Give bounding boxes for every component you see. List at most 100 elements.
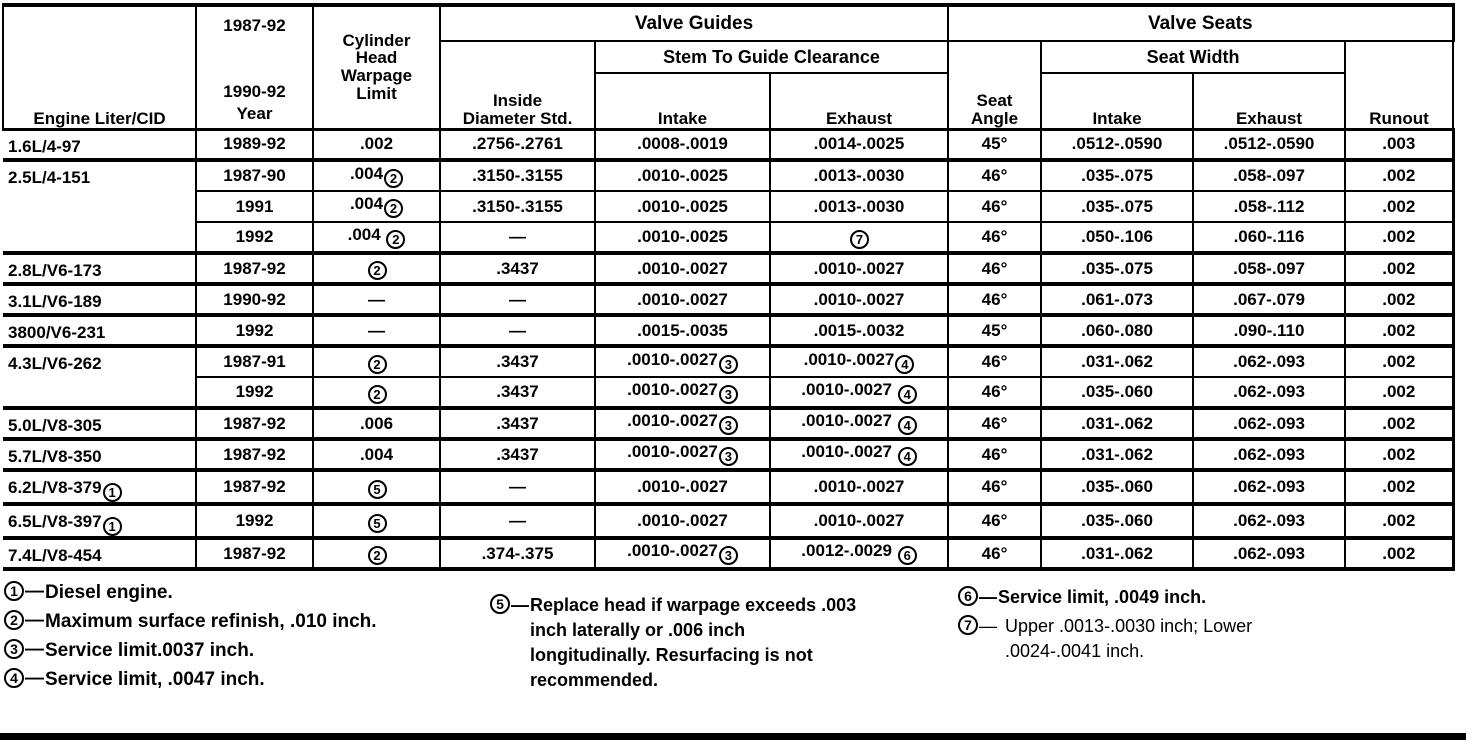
table-cell: .035-.075 (1040, 158, 1195, 192)
footnotes-column-1: 1 — Diesel engine. 2 — Maximum surface r… (4, 580, 490, 697)
engine-cell: 6.5L/V8-397 1 (3, 502, 197, 539)
table-cell: .002 (1344, 536, 1455, 571)
table-cell: 46° (947, 502, 1043, 539)
footnote-ref-icon: 3 (718, 447, 738, 466)
table-cell: .002 (1344, 251, 1455, 285)
footnote-text: Diesel engine. (45, 582, 173, 603)
table-cell: 46° (947, 406, 1043, 440)
footnote-4: 4 — Service limit, .0047 inch. (4, 667, 490, 692)
table-cell: .002 (1344, 313, 1455, 347)
footnote-text: Service limit, .0049 inch. (998, 587, 1207, 607)
table-row: 1991.004 2.3150-.3155.0010-.0025.0013-.00… (3, 190, 1455, 223)
col-header-inside-diameter: Inside Diameter Std. (439, 40, 596, 130)
table-cell: .031-.062 (1040, 406, 1195, 440)
footnote-ref-icon: 2 (386, 229, 406, 249)
table-cell: .062-.093 (1192, 376, 1347, 409)
table-cell: .062-.093 (1192, 344, 1347, 378)
engine-cell: 7.4L/V8-454 (3, 536, 197, 571)
spec-table-header: Engine Liter/CID 1987-92 1990-92 Year Cy… (2, 3, 1455, 130)
subgroup-header-seat-width: Seat Width (1040, 40, 1347, 74)
col-header-seat-exhaust: Exhaust (1192, 72, 1347, 130)
table-cell: .0010-.0027 (768, 468, 950, 505)
table-cell: .374-.375 (439, 536, 596, 571)
table-row: 6.2L/V8-379 1 1987-92 5— .0010-.0027.0010-.0… (3, 468, 1455, 505)
footnote-number-icon: 4 (4, 668, 24, 688)
table-cell: .002 (1344, 468, 1455, 505)
footnote-ref-icon: 4 (897, 384, 917, 404)
table-cell: .058-.112 (1192, 190, 1347, 223)
table-cell: .062-.093 (1192, 468, 1347, 505)
footnote-dash: — (25, 581, 44, 602)
table-cell: .061-.073 (1040, 282, 1195, 316)
table-row: 4.3L/V6-262 1987-91 2 .3437.0010-.0027 3.001… (3, 344, 1455, 409)
footnote-text: Service limit, .0047 inch. (45, 669, 265, 690)
table-cell: .0010-.0027 (768, 502, 950, 539)
table-row: 1.6L/4-97 1989-92.002.2756-.2761.0008-.00… (3, 127, 1455, 161)
footnote-dash: — (511, 595, 529, 615)
footnote-text: Replace head if warpage exceeds .003 inc… (530, 595, 857, 690)
table-cell: .002 (1344, 344, 1455, 378)
table-cell: 1987-92 (195, 406, 314, 440)
table-row: 3800/V6-231 1992— — .0015-.0035.0015-.0032 4… (3, 313, 1455, 347)
footnote-ref-icon: 4 (897, 416, 917, 435)
footnote-2: 2 — Maximum surface refinish, .010 inch. (4, 609, 490, 634)
table-cell: .060-.116 (1192, 221, 1347, 254)
table-cell: .035-.060 (1040, 468, 1195, 505)
footnote-ref-icon: 5 (367, 479, 387, 499)
spec-table-body: 1.6L/4-97 1989-92.002.2756-.2761.0008-.00… (3, 127, 1455, 571)
bottom-rule (0, 733, 1466, 740)
seat-angle-label: Seat Angle (970, 90, 1019, 128)
table-cell: 1987-92 (195, 468, 314, 505)
footnote-7: 7 — Upper .0013-.0030 inch; Lower .0024-… (958, 614, 1472, 664)
col-header-seat-intake: Intake (1040, 72, 1195, 130)
table-cell: 46° (947, 158, 1043, 192)
table-row: 2.5L/4-151 1987-90.004 2.3150-.3155.0010-.… (3, 158, 1455, 254)
table-cell: 46° (947, 251, 1043, 285)
subgroup-header-stem-to-guide-clearance: Stem To Guide Clearance (593, 40, 950, 74)
table-row: 6.5L/V8-397 1 1992 5— .0010-.0027.0010-.0027… (3, 502, 1455, 539)
table-cell: — (312, 313, 441, 347)
col-header-guide-intake: Intake (594, 72, 771, 130)
footnote-ref-icon: 2 (367, 354, 387, 374)
table-cell: 45° (947, 127, 1043, 161)
footnote-6: 6 — Service limit, .0049 inch. (958, 585, 1472, 610)
header-row-columns: Intake Exhaust Intake Exhaust (3, 72, 1453, 130)
table-cell: .0010-.0025 (594, 190, 771, 223)
table-cell: .004 (312, 437, 441, 471)
table-row: 5.7L/V8-350 1987-92.004.3437.0010-.0027 3.… (3, 437, 1455, 471)
table-cell: .035-.060 (1040, 502, 1195, 539)
footnote-ref-icon: 4 (895, 354, 915, 374)
footnote-number-icon: 1 (4, 581, 24, 601)
table-row: 3.1L/V6-189 1990-92— — .0010-.0027.0010-.00… (3, 282, 1455, 316)
table-cell: .0014-.0025 (768, 127, 950, 161)
footnote-text: Maximum surface refinish, .010 inch. (45, 611, 377, 632)
table-row: 5.0L/V8-305 1987-92.006.3437.0010-.0027 3.… (3, 406, 1455, 440)
footnote-number-icon: 7 (958, 615, 978, 635)
table-cell: .060-.080 (1040, 313, 1195, 347)
footnotes: 1 — Diesel engine. 2 — Maximum surface r… (4, 580, 1472, 697)
footnote-number-icon: 5 (490, 594, 510, 614)
year-label: Year (236, 104, 273, 124)
table-cell: 1987-92 (195, 251, 314, 285)
table-cell: .002 (312, 127, 441, 161)
table-cell: 1987-90 (195, 158, 314, 192)
table-cell: .062-.093 (1192, 502, 1347, 539)
table-cell: .031-.062 (1040, 344, 1195, 378)
footnote-ref-icon: 3 (718, 546, 738, 565)
footnotes-column-2: 5 — Replace head if warpage exceeds .003… (490, 580, 958, 697)
header-row-groups: Engine Liter/CID 1987-92 1990-92 Year Cy… (2, 3, 1455, 130)
footnote-number-icon: 3 (4, 639, 24, 659)
table-cell: .004 2 (312, 221, 441, 254)
footnotes-column-3: 6 — Service limit, .0049 inch. 7 — Upper… (958, 580, 1472, 697)
table-cell: .058-.097 (1192, 251, 1347, 285)
table-row: 1992 2.3437.0010-.0027 3.0010-.0027 4 46° .0… (3, 376, 1455, 409)
table-cell: .3437 (439, 344, 596, 378)
table-cell: .003 (1344, 127, 1455, 161)
table-cell: 1992 (195, 376, 314, 409)
footnote-ref-icon: 2 (367, 384, 387, 404)
footnote-number-icon: 6 (958, 586, 978, 606)
engine-cell: 3.1L/V6-189 (3, 282, 197, 316)
footnote-text: Upper .0013-.0030 inch; Lower .0024-.004… (1005, 616, 1253, 661)
scanned-spec-sheet: Engine Liter/CID 1987-92 1990-92 Year Cy… (0, 3, 1472, 740)
table-cell: .0010-.0027 3 (594, 344, 771, 378)
